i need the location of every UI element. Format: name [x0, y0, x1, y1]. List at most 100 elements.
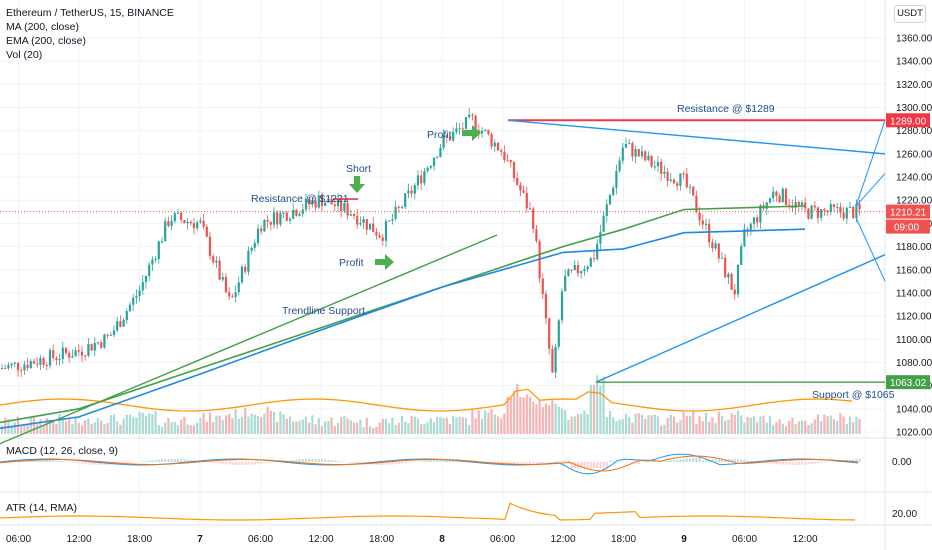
candle-body	[317, 195, 320, 208]
macd-histogram-bar	[567, 460, 570, 462]
candle-body	[628, 143, 631, 145]
candle-body	[653, 166, 656, 168]
candle-body	[413, 185, 416, 194]
candle-body	[724, 257, 727, 278]
candle-body	[253, 242, 256, 248]
volume-bar	[541, 407, 544, 434]
candle-body	[218, 260, 221, 280]
volume-bar	[765, 422, 768, 434]
macd-histogram-bar	[612, 460, 615, 462]
macd-histogram-bar	[253, 462, 256, 465]
candle-body	[250, 247, 253, 251]
candle-body	[39, 358, 42, 365]
candle-body	[330, 198, 333, 205]
volume-bar	[128, 414, 132, 434]
candle-body	[823, 209, 826, 211]
resistance-price-tag-bg	[886, 113, 930, 128]
candle-body	[660, 162, 663, 174]
candle-body	[759, 205, 762, 223]
macd-histogram-bar	[813, 462, 816, 464]
candle-body	[247, 250, 250, 272]
volume-bar	[205, 421, 208, 434]
volume-bar	[656, 416, 660, 434]
candle-body	[557, 320, 560, 347]
macd-histogram-bar	[74, 462, 77, 463]
macd-histogram-bar	[177, 459, 179, 462]
volume-bar	[42, 425, 45, 434]
volume-bar	[276, 422, 279, 434]
annotation-resistance-1289: Resistance @ $1289	[677, 103, 775, 115]
candle-body	[68, 352, 71, 358]
macd-histogram-bar	[737, 459, 739, 462]
macd-histogram-bar	[746, 460, 749, 462]
volume-bar	[436, 417, 439, 434]
candle-body	[189, 221, 192, 224]
candle-body	[746, 228, 749, 231]
candle-body	[439, 147, 442, 157]
drawings: Profit Short Resistance @ $1221 Profit Trend…	[0, 103, 895, 445]
macd-histogram-bar	[852, 459, 855, 462]
volume-bar	[516, 383, 519, 434]
candle-body	[384, 221, 388, 241]
volume-bar	[282, 414, 285, 434]
candle-body	[490, 134, 493, 147]
candle-body	[560, 291, 564, 321]
volume-bar	[637, 413, 640, 434]
atr-title[interactable]: ATR (14, RMA)	[6, 502, 77, 514]
candle-body	[128, 304, 132, 312]
volume-bar	[112, 414, 116, 434]
volume-bar	[368, 426, 372, 434]
volume-bar	[359, 419, 362, 434]
ema-legend[interactable]: EMA (200, close)	[6, 35, 86, 47]
candle-body	[714, 243, 717, 249]
volume-bar	[74, 416, 77, 434]
candle-body	[135, 296, 138, 298]
support-price-tag-bg	[886, 375, 930, 390]
candle-body	[772, 191, 775, 199]
vol-legend[interactable]: Vol (20)	[6, 49, 43, 61]
volume-bar	[231, 418, 234, 434]
candle-body	[186, 221, 189, 224]
candle-body	[356, 215, 359, 225]
candle-body	[304, 198, 308, 210]
volume-bar	[125, 414, 128, 434]
projection-line	[855, 120, 886, 207]
macd-histogram-bar	[189, 459, 192, 462]
candle-body	[436, 156, 439, 158]
volume-bar	[807, 424, 810, 434]
candle-body	[391, 219, 394, 221]
candle-body	[170, 221, 173, 227]
candle-body	[506, 160, 509, 162]
macd-histogram-bar	[557, 461, 560, 462]
macd-histogram-bar	[426, 460, 429, 462]
macd-tick-label: 0.00	[892, 457, 912, 468]
price-tick-label: 1360.00	[896, 34, 932, 45]
volume-bar	[224, 415, 228, 434]
macd-histogram-bar	[257, 462, 259, 465]
candle-body	[676, 183, 679, 186]
ema-200-line	[0, 228, 806, 430]
macd-histogram-bar	[791, 462, 794, 465]
volume-bar	[685, 415, 688, 434]
volume-bar	[586, 414, 589, 434]
candle-body	[109, 334, 112, 336]
price-tick-label: 1320.00	[896, 80, 932, 91]
macd-histogram-bar	[445, 459, 448, 462]
candle-body	[765, 202, 768, 209]
currency-button[interactable]: USDT	[894, 5, 926, 23]
volume-bar	[167, 418, 170, 434]
macd-histogram-bar	[711, 459, 714, 462]
volume-bar	[320, 426, 324, 434]
candle-body	[701, 220, 704, 225]
time-tick-label: 12:00	[792, 534, 817, 545]
macd-title[interactable]: MACD (12, 26, close, 9)	[6, 445, 119, 457]
candle-body	[272, 212, 276, 225]
macd-histogram-bar	[324, 459, 327, 462]
volume-bar	[247, 416, 250, 434]
ma-legend[interactable]: MA (200, close)	[6, 21, 79, 33]
candle-body	[244, 266, 247, 272]
candle-body	[781, 188, 784, 203]
volume-bar	[717, 411, 720, 434]
candle-body	[260, 228, 263, 232]
